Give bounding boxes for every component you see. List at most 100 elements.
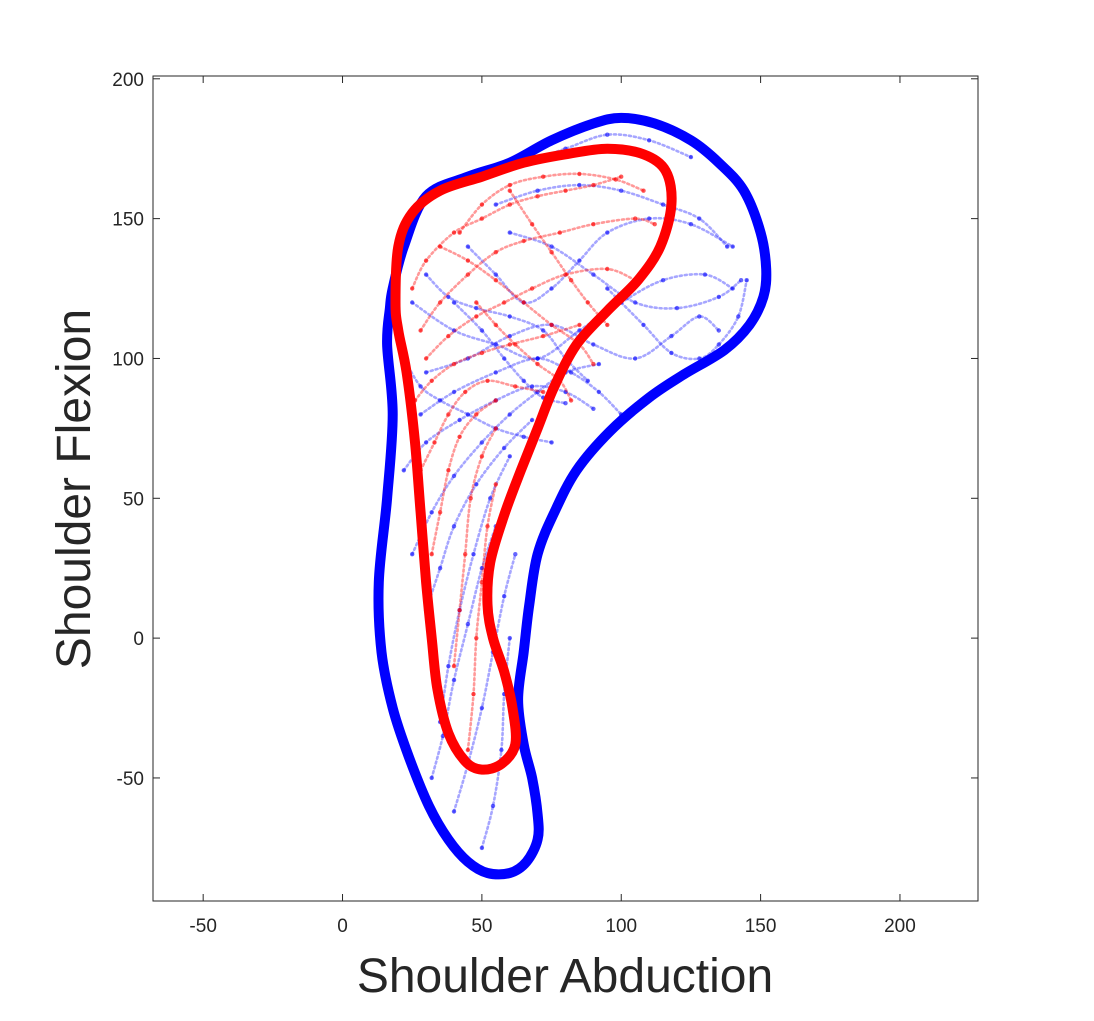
red-trace-point [493,426,498,431]
red-trace-point [432,440,437,445]
blue-trace-point [549,440,554,445]
red-trace-point [541,333,546,339]
blue-trace-point [410,552,415,557]
red-trace-point [493,398,498,403]
blue-trace-point [697,314,702,319]
blue-trace-point [563,389,568,395]
blue-trace-point [493,272,498,277]
red-trace-point [591,361,596,367]
blue-trace-point [474,305,479,311]
y-tick-label: 0 [133,629,144,650]
blue-trace-point [568,370,574,375]
y-tick-label: 100 [112,349,144,370]
x-axis-title: Shoulder Abduction [357,950,773,1003]
red-trace-point [529,286,535,291]
x-tick-label: 50 [471,916,492,937]
blue-trace-line [430,525,498,780]
blue-trace-point [591,272,596,277]
blue-trace-point [521,434,526,439]
blue-trace-point [646,138,652,143]
blue-trace-point [451,473,457,479]
red-trace-line [424,267,637,360]
red-trace-point [474,635,479,641]
blue-trace-point [577,258,582,263]
red-trace-point [423,356,429,361]
red-trace-point [507,202,512,207]
red-trace-point [507,342,512,347]
red-trace-point [479,216,485,221]
x-tick-label: 150 [745,916,777,937]
red-trace-line [508,189,609,327]
x-tick-label: 200 [884,916,916,937]
red-trace-line [466,483,498,752]
blue-trace-point [702,272,708,277]
blue-trace-point [507,230,512,235]
red-trace-point [446,412,451,417]
blue-trace-point [465,356,471,361]
blue-trace-point [423,272,429,277]
blue-trace-point [596,389,602,395]
red-trace-point [493,482,498,487]
blue-trace-point [446,294,451,300]
red-trace-point [591,222,596,227]
blue-trace-point [418,384,423,389]
blue-trace-point [502,445,507,451]
blue-trace-point [744,278,749,283]
blue-trace-point [451,300,457,305]
red-trace-point [507,182,512,188]
blue-trace-point [535,356,540,361]
x-tick-label: 0 [337,916,348,937]
red-trace-point [535,194,540,199]
y-tick-label: -50 [117,769,144,790]
blue-trace-point [730,244,735,249]
red-trace-point [479,454,485,459]
y-tick-label: 50 [123,489,144,510]
blue-trace-point [479,328,485,333]
blue-trace-point [716,294,721,300]
red-trace-point [563,272,568,277]
blue-trace-point [549,244,554,249]
red-trace-point [591,182,596,188]
blue-trace-point [577,182,582,188]
blue-trace-point [641,322,646,328]
blue-trace-point [493,342,498,347]
blue-trace-point [502,356,507,361]
blue-trace-point [633,356,638,361]
red-trace-point [418,328,423,333]
blue-trace-point [451,809,457,814]
blue-trace-point [437,566,443,571]
blue-trace-point [529,417,535,423]
blue-trace-point [605,286,610,291]
blue-trace-point [660,278,666,283]
blue-trace-point [591,342,596,347]
red-trace-point [605,266,610,272]
red-trace-point [429,552,434,557]
red-trace-point [468,496,473,501]
red-trace-point [437,510,443,515]
blue-trace-point [479,845,485,851]
blue-trace-point [451,524,457,529]
blue-trace-point [646,216,652,221]
red-trace-point [474,314,479,319]
red-trace-point [437,244,443,249]
blue-trace-line [424,418,534,612]
red-trace-point [513,384,518,389]
blue-trace-point [507,635,512,641]
blue-trace-point [605,230,610,235]
red-trace-point [463,552,468,557]
red-trace-point [479,350,485,356]
red-trace-line [452,427,498,668]
blue-trace-point [605,132,610,137]
red-trace-point [451,361,457,367]
blue-trace-point [502,594,507,599]
red-trace-point [485,524,490,529]
y-tick-label: 150 [112,210,144,231]
red-trace-point [471,691,476,697]
blue-boundary-curve [373,112,772,880]
red-trace-point [577,171,582,177]
red-trace-point [619,174,624,179]
blue-trace-point [563,401,568,406]
red-trace-point [613,177,618,182]
red-trace-point [521,300,526,305]
